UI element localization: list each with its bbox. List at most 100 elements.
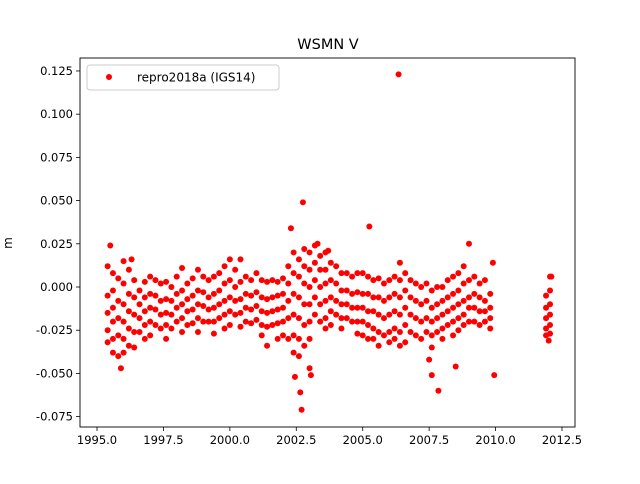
data-point <box>242 273 249 280</box>
data-point <box>301 245 308 252</box>
data-point <box>471 273 478 280</box>
y-axis-label: m <box>1 237 15 249</box>
data-point <box>338 315 345 322</box>
data-point <box>163 296 170 303</box>
data-point <box>343 315 350 322</box>
data-point <box>407 294 414 301</box>
data-point <box>327 308 334 315</box>
data-point <box>189 320 196 327</box>
data-point <box>543 325 550 332</box>
data-point <box>147 332 154 339</box>
data-point <box>465 277 472 284</box>
data-point-outlier <box>452 363 459 370</box>
data-point <box>109 318 116 325</box>
data-point <box>237 309 244 316</box>
data-point <box>396 277 403 284</box>
data-point <box>439 325 446 332</box>
data-point <box>221 311 228 318</box>
data-point <box>476 308 483 315</box>
data-point <box>131 311 138 318</box>
data-point <box>370 277 377 284</box>
data-point <box>349 290 356 297</box>
data-point <box>290 290 297 297</box>
data-point <box>210 318 217 325</box>
data-point <box>109 287 116 294</box>
data-point <box>216 301 223 308</box>
data-point <box>311 311 318 318</box>
data-point-outlier <box>298 406 305 413</box>
data-point <box>375 275 382 282</box>
data-point <box>125 266 132 273</box>
data-point <box>359 270 366 277</box>
data-point <box>274 306 281 313</box>
data-point <box>290 270 297 277</box>
data-point <box>221 325 228 332</box>
data-point <box>455 327 462 334</box>
data-point <box>428 332 435 339</box>
data-point <box>471 304 478 311</box>
data-point <box>460 280 467 287</box>
data-point <box>423 297 430 304</box>
data-point <box>253 289 260 296</box>
data-point <box>386 339 393 346</box>
data-point <box>418 318 425 325</box>
data-point <box>115 297 122 304</box>
data-point <box>386 294 393 301</box>
data-point <box>322 315 329 322</box>
data-point <box>333 311 340 318</box>
data-point <box>481 308 488 315</box>
x-tick-label: 2010.0 <box>475 433 515 447</box>
data-point <box>205 294 212 301</box>
data-point <box>391 325 398 332</box>
data-point <box>269 308 276 315</box>
data-point <box>226 308 233 315</box>
data-point <box>152 306 159 313</box>
data-point <box>343 270 350 277</box>
data-point <box>317 284 324 291</box>
data-point <box>216 287 223 294</box>
data-point <box>163 335 170 342</box>
data-point <box>407 328 414 335</box>
data-point <box>147 318 154 325</box>
x-tick-label: 2007.5 <box>409 433 449 447</box>
data-point <box>120 318 127 325</box>
data-point <box>285 315 292 322</box>
data-point <box>370 294 377 301</box>
data-point-outlier <box>545 337 552 344</box>
data-point <box>439 335 446 342</box>
data-point <box>317 318 324 325</box>
x-tick-label: 2000.0 <box>210 433 250 447</box>
data-point <box>338 287 345 294</box>
data-point <box>248 320 255 327</box>
data-point-outlier <box>117 365 124 372</box>
data-point <box>194 315 201 322</box>
data-point <box>481 277 488 284</box>
data-point <box>450 318 457 325</box>
data-point <box>274 320 281 327</box>
data-point <box>115 315 122 322</box>
data-point <box>136 328 143 335</box>
data-point <box>423 315 430 322</box>
data-point <box>333 263 340 270</box>
data-point <box>322 297 329 304</box>
data-point <box>258 294 265 301</box>
data-point <box>359 304 366 311</box>
data-point <box>253 316 260 323</box>
data-point <box>210 304 217 311</box>
data-point <box>184 280 191 287</box>
data-point <box>375 328 382 335</box>
data-point <box>301 342 308 349</box>
data-point <box>205 306 212 313</box>
data-point <box>391 308 398 315</box>
data-point <box>365 308 372 315</box>
data-point <box>179 287 186 294</box>
data-point <box>120 258 127 265</box>
data-point-outlier <box>307 372 314 379</box>
data-point <box>163 322 170 329</box>
data-point <box>301 322 308 329</box>
data-point <box>173 304 180 311</box>
data-point <box>354 289 361 296</box>
chart-title: WSMN V <box>297 37 359 53</box>
data-points <box>104 71 555 413</box>
data-point <box>152 322 159 329</box>
